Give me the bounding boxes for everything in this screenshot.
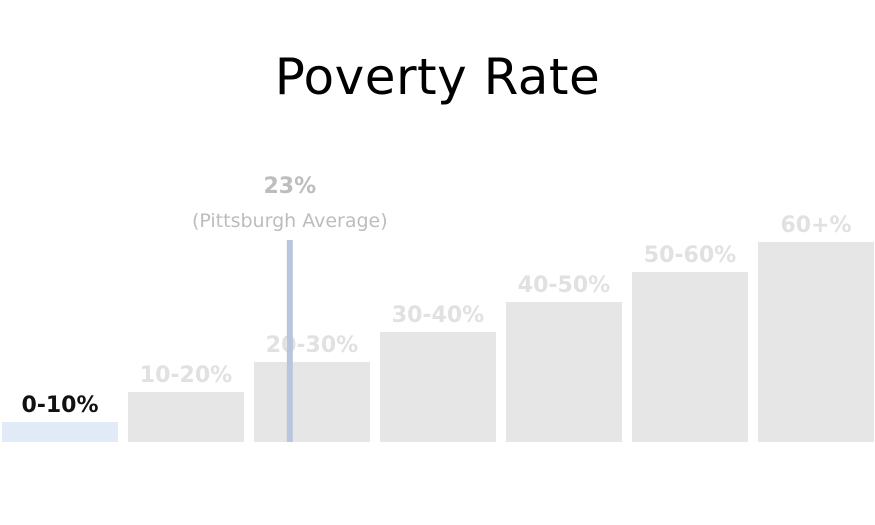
bars-group	[2, 242, 874, 442]
pittsburgh-average-line	[286, 240, 293, 442]
bar-label-60plus: 60+%	[780, 213, 851, 238]
bar-0-10	[2, 422, 118, 442]
bar-50-60	[632, 272, 748, 442]
chart-title: Poverty Rate	[274, 48, 601, 106]
bar-label-0-10: 0-10%	[21, 393, 98, 418]
pittsburgh-average-caption: (Pittsburgh Average)	[192, 210, 388, 232]
bar-40-50	[506, 302, 622, 442]
bar-20-30	[254, 362, 370, 442]
bar-label-20-30: 20-30%	[266, 333, 358, 358]
bar-labels-group: 0-10% 10-20% 20-30% 30-40% 40-50% 50-60% 60+%	[21, 213, 851, 418]
pittsburgh-average-value: 23%	[263, 174, 316, 199]
bar-label-40-50: 40-50%	[518, 273, 610, 298]
bar-10-20	[128, 392, 244, 442]
bar-label-10-20: 10-20%	[140, 363, 232, 388]
bar-label-50-60: 50-60%	[644, 243, 736, 268]
bar-30-40	[380, 332, 496, 442]
bar-label-30-40: 30-40%	[392, 303, 484, 328]
bar-60plus	[758, 242, 874, 442]
reference-line-group: 23% (Pittsburgh Average)	[192, 174, 388, 442]
